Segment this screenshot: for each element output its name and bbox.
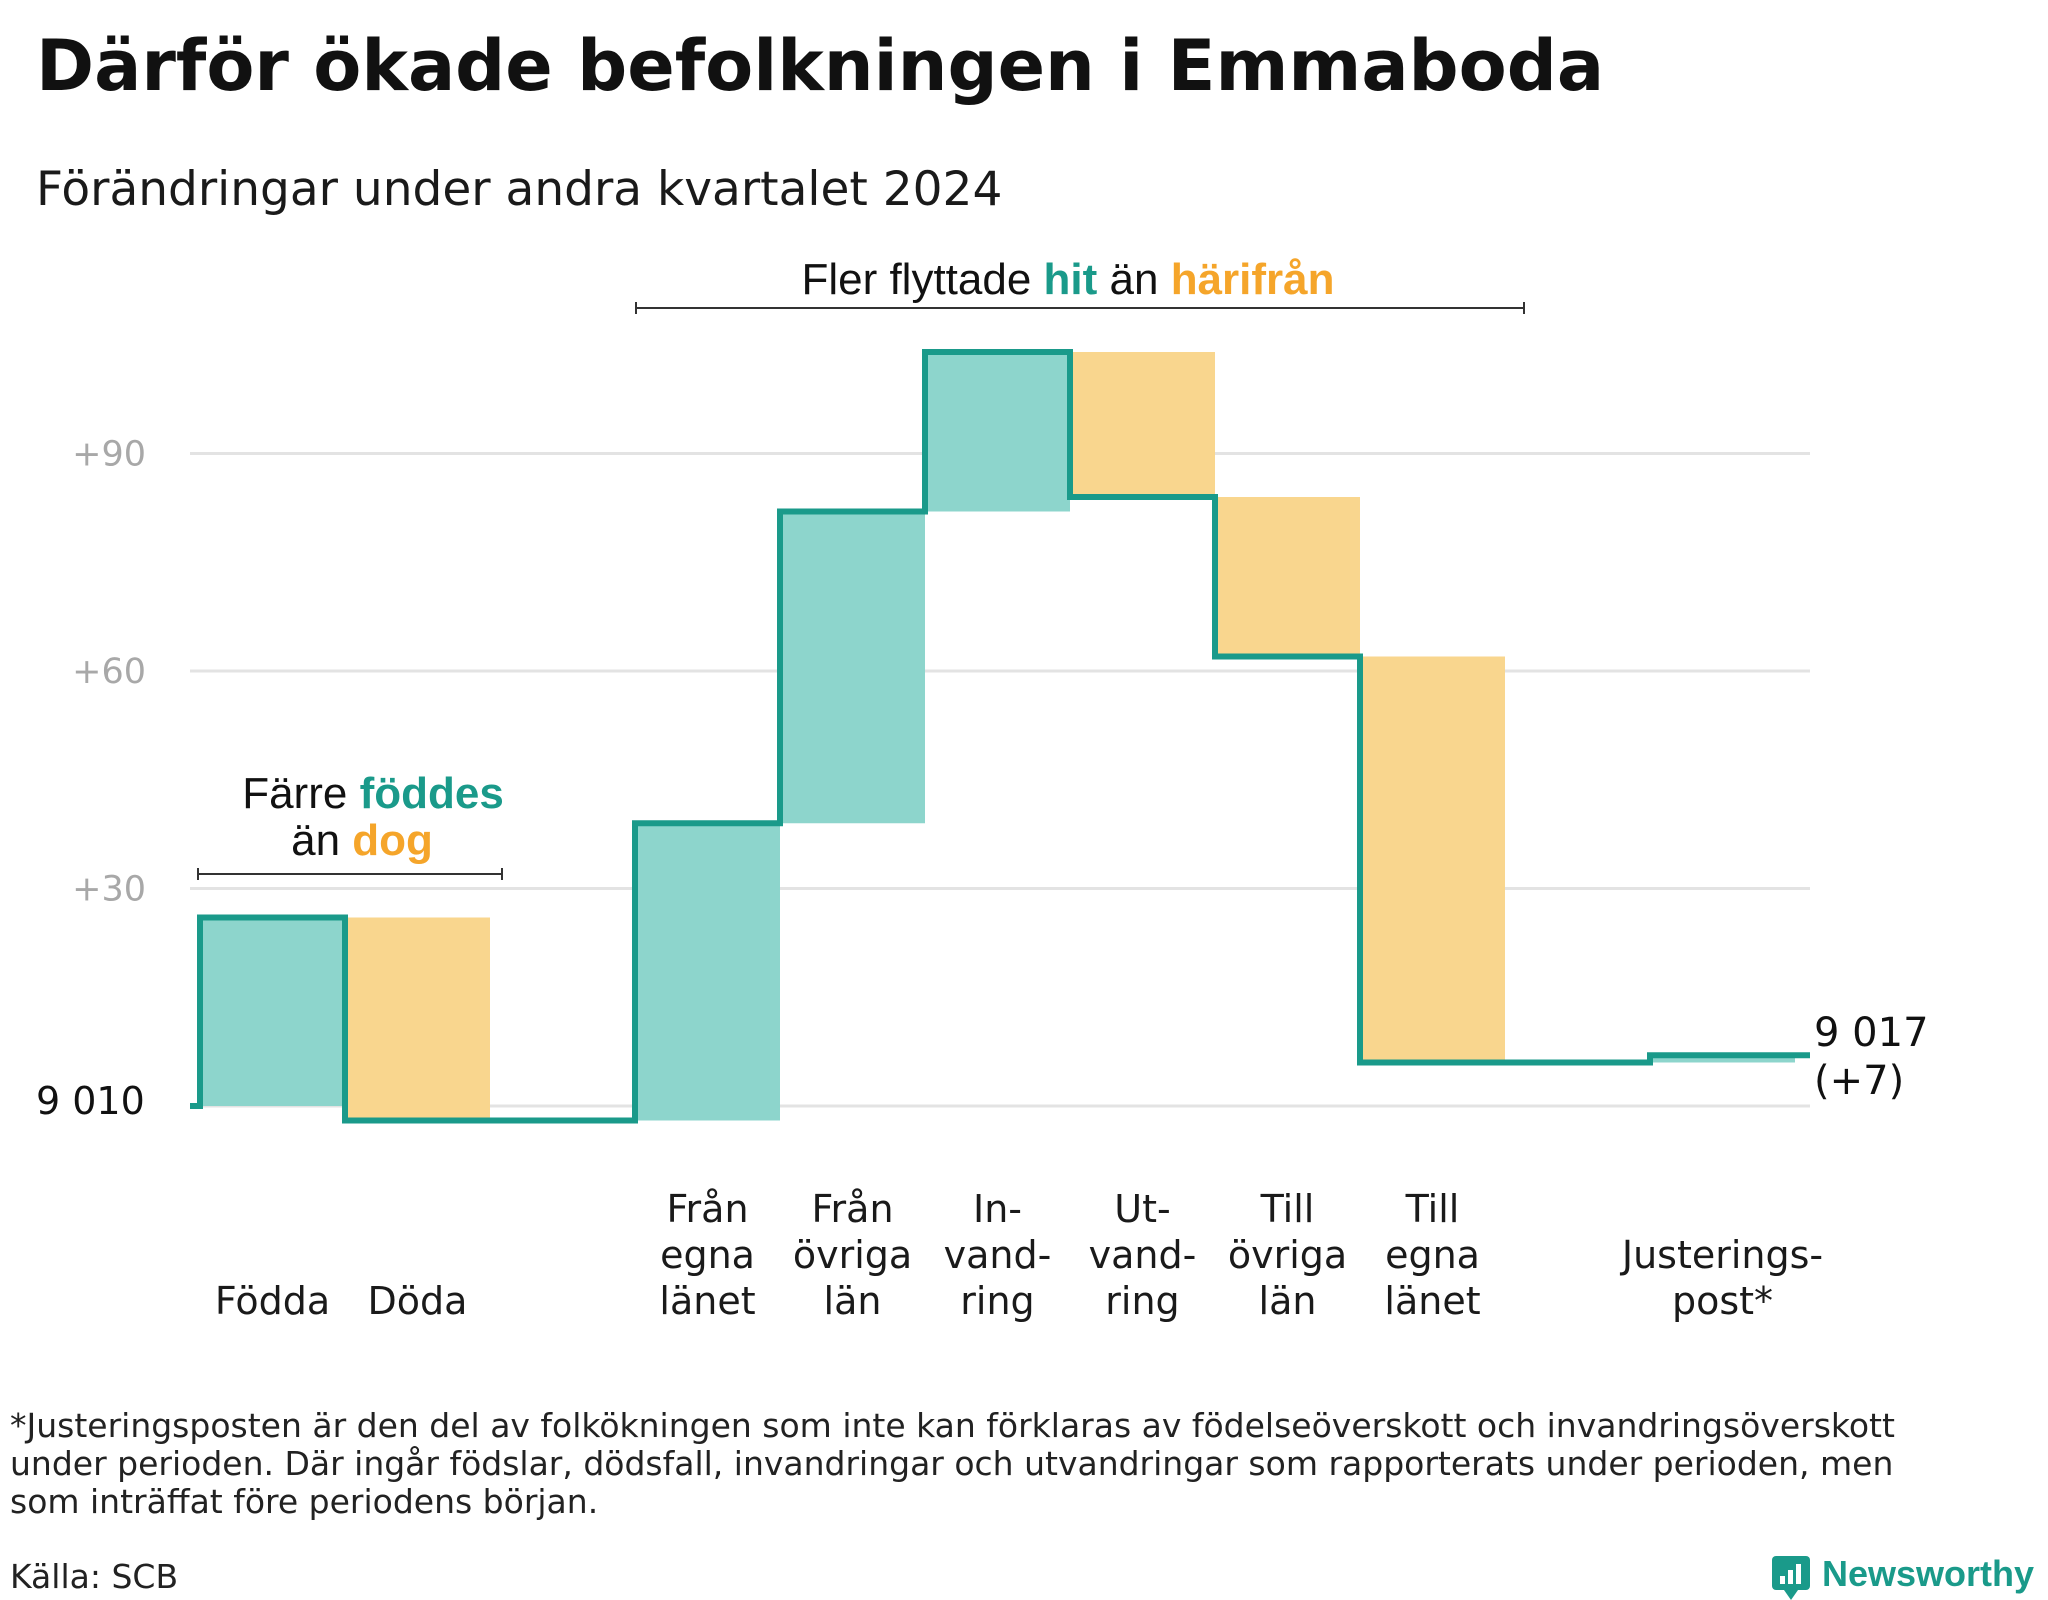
category-label: Till: [1260, 1187, 1315, 1231]
footnote-line-2: under perioden. Där ingår födslar, dödsf…: [10, 1444, 1893, 1483]
migration-annotation-bracket: [635, 302, 1525, 314]
category-label: Födda: [215, 1279, 330, 1323]
bar-döda: [345, 917, 490, 1121]
category-label: egna: [660, 1233, 755, 1277]
newsworthy-logo-icon: [1772, 1556, 1810, 1600]
category-label: vand-: [1089, 1233, 1197, 1277]
category-label: övriga: [1228, 1233, 1347, 1277]
y-axis-ticks: +30 +60 +90: [72, 435, 146, 910]
footnote-line-1: *Justeringsposten är den del av folkökni…: [10, 1406, 1895, 1445]
end-value-label: 9 017: [1814, 1010, 1929, 1056]
category-label: In-: [973, 1187, 1022, 1231]
category-label: vand-: [944, 1233, 1052, 1277]
category-label: Till: [1405, 1187, 1460, 1231]
bar-tillövrigalän: [1215, 497, 1360, 657]
migration-annotation: Fler flyttade hit än härifrån: [635, 255, 1525, 314]
source-label: Källa: SCB: [10, 1557, 178, 1596]
births-annotation: Färre föddes än dog: [197, 769, 504, 880]
waterfall-bars: [200, 352, 1795, 1121]
category-label: post*: [1672, 1279, 1773, 1323]
chart-title: Därför ökade befolkningen i Emmaboda: [36, 25, 1604, 107]
chart-subtitle: Förändringar under andra kvartalet 2024: [36, 162, 1002, 217]
category-label: egna: [1385, 1233, 1480, 1277]
category-labels: Födda DödaFrånegnalänetFrånövrigalänIn-va…: [215, 1187, 1823, 1323]
running-total-line: [190, 349, 1810, 1124]
category-label: län: [824, 1279, 882, 1323]
category-label: län: [1259, 1279, 1317, 1323]
bar-födda: [200, 917, 345, 1106]
brand-name: Newsworthy: [1822, 1553, 2034, 1594]
category-label: Döda: [368, 1279, 468, 1323]
bar-utvandring: [1070, 352, 1215, 497]
y-tick-label: +30: [72, 870, 146, 910]
bar-frånegnalänet: [635, 823, 780, 1121]
footnote-line-3: som inträffat före periodens början.: [10, 1482, 598, 1521]
births-annotation-bracket: [197, 868, 503, 880]
births-annotation-line2: än dog: [291, 816, 433, 865]
category-label: ring: [960, 1279, 1034, 1323]
category-label: Från: [666, 1187, 748, 1231]
bar-justeringspost: [1650, 1055, 1795, 1063]
bar-tillegnalänet: [1360, 656, 1505, 1063]
category-label: länet: [1384, 1279, 1480, 1323]
migration-annotation-text: Fler flyttade hit än härifrån: [801, 255, 1334, 304]
y-tick-label: +90: [72, 435, 146, 475]
brand-logo: Newsworthy: [1772, 1553, 2034, 1600]
category-label: länet: [659, 1279, 755, 1323]
category-label: Ut-: [1114, 1187, 1170, 1231]
footnote: *Justeringsposten är den del av folkökni…: [10, 1406, 1895, 1521]
category-label: Från: [811, 1187, 893, 1231]
category-label: övriga: [793, 1233, 912, 1277]
bar-frånövrigalän: [780, 511, 925, 824]
y-tick-label: +60: [72, 652, 146, 692]
category-label: ring: [1105, 1279, 1179, 1323]
end-change-label: (+7): [1814, 1058, 1904, 1104]
start-value-label: 9 010: [36, 1079, 145, 1123]
bar-invandring: [925, 352, 1070, 512]
births-annotation-line1: Färre föddes: [242, 769, 504, 818]
category-label: Justerings-: [1620, 1233, 1823, 1277]
